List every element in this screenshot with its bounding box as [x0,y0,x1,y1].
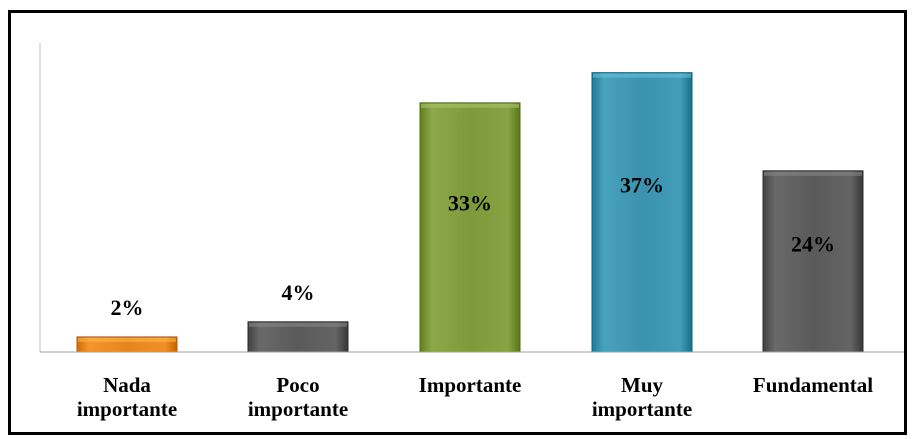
bar-poco-importante [247,321,349,353]
bar-bevel-importante [421,103,519,108]
bar-bevel-muy-importante [593,73,691,78]
value-label-importante: 33% [448,191,492,216]
bar-bevel-fundamental [764,171,862,176]
bar-fundamental [762,170,864,353]
category-label-muy-importante: Muy importante [591,373,693,421]
value-label-nada-importante: 2% [111,295,144,320]
value-label-poco-importante: 4% [282,280,315,305]
bar-muy-importante [591,72,693,353]
category-label-importante: Importante [418,373,522,397]
category-label-poco-importante: Poco importante [247,373,349,421]
bar-bevel-poco-importante [249,322,347,327]
category-label-fundamental: Fundamental [752,373,874,397]
value-label-fundamental: 24% [791,231,835,256]
chart-frame: 2% 4% 33% 37% 24% Nada importante Poco import… [8,10,907,435]
value-label-muy-importante: 37% [620,172,664,197]
bar-bevel-nada-importante [78,337,176,342]
bar-importante [419,102,521,353]
bar-chart: 2% 4% 33% 37% 24% [39,43,904,353]
category-label-nada-importante: Nada importante [76,373,178,421]
